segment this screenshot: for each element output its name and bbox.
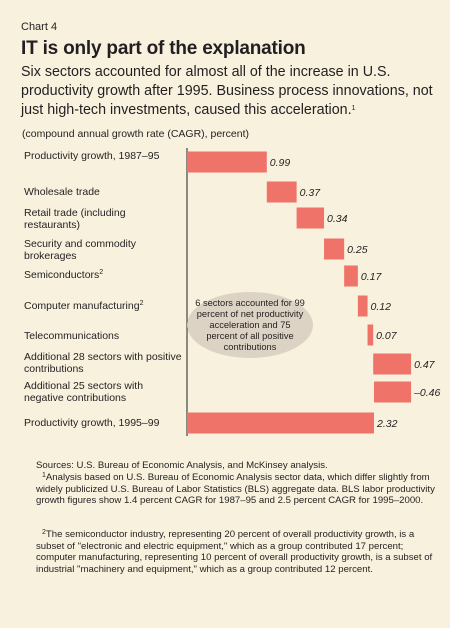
bar-7	[373, 353, 412, 375]
category-label-text-5: Computer manufacturing	[24, 300, 140, 312]
footnote-1: 1Analysis based on U.S. Bureau of Econom…	[36, 472, 436, 507]
value-label-7: 0.47	[414, 359, 436, 371]
value-label-5: 0.12	[371, 301, 392, 313]
category-label-0: Productivity growth, 1987–95	[24, 150, 184, 162]
value-label-1: 0.37	[300, 187, 322, 199]
annotation-bubble: 6 sectors accounted for 99 percent of ne…	[187, 292, 313, 358]
value-label-8: –0.46	[413, 387, 440, 399]
subtitle-footnote-marker: 1	[351, 105, 356, 112]
category-label-text-6: Telecommunications	[24, 330, 120, 342]
value-label-2: 0.34	[327, 213, 348, 225]
chart-number: Chart 4	[21, 21, 58, 33]
category-label-text-4: Semiconductors	[24, 269, 100, 281]
category-label-3: Security and commodity brokerages	[24, 238, 184, 262]
category-footnote-marker-4: 2	[99, 269, 104, 276]
bar-4	[344, 265, 358, 287]
category-label-text-8: Additional 25 sectors with negative cont…	[24, 380, 144, 404]
footnote-1-marker: 1	[42, 472, 46, 479]
category-label-text-9: Productivity growth, 1995–99	[24, 417, 160, 429]
value-label-4: 0.17	[361, 271, 383, 283]
category-label-7: Additional 28 sectors with positive cont…	[24, 351, 184, 375]
unit-label: (compound annual growth rate (CAGR), per…	[22, 128, 250, 140]
sources-note: Sources: U.S. Bureau of Economic Analysi…	[36, 460, 328, 471]
annotation-text: 6 sectors accounted for 99 percent of ne…	[195, 297, 305, 352]
subtitle-text: Six sectors accounted for almost all of …	[21, 64, 433, 118]
category-label-9: Productivity growth, 1995–99	[24, 417, 184, 429]
value-label-6: 0.07	[376, 330, 398, 342]
category-label-text-7: Additional 28 sectors with positive cont…	[24, 351, 182, 375]
category-label-1: Wholesale trade	[24, 186, 184, 198]
category-footnote-marker-5: 2	[139, 300, 144, 307]
bar-0	[187, 151, 267, 173]
bar-1	[266, 181, 297, 203]
chart-title: IT is only part of the explanation	[21, 38, 306, 59]
footnote-2-text: The semiconductor industry, representing…	[36, 529, 433, 575]
footnote-2: 2The semiconductor industry, representin…	[36, 529, 436, 575]
category-label-6: Telecommunications	[24, 330, 184, 342]
category-label-text-0: Productivity growth, 1987–95	[24, 150, 160, 162]
category-label-5: Computer manufacturing2	[24, 300, 184, 312]
footnote-2-marker: 2	[42, 529, 46, 536]
bar-2	[296, 207, 325, 229]
category-label-8: Additional 25 sectors with negative cont…	[24, 380, 184, 404]
category-label-4: Semiconductors2	[24, 269, 184, 281]
bar-8	[373, 381, 412, 403]
bar-9	[187, 412, 374, 434]
bar-5	[357, 295, 368, 317]
value-label-0: 0.99	[270, 157, 291, 169]
footnote-1-text: Analysis based on U.S. Bureau of Economi…	[36, 472, 435, 506]
chart-subtitle: Six sectors accounted for almost all of …	[21, 63, 441, 120]
bar-6	[367, 324, 374, 346]
bar-3	[324, 238, 345, 260]
category-label-text-2: Retail trade (including restaurants)	[24, 207, 126, 231]
category-label-text-3: Security and commodity brokerages	[24, 238, 137, 262]
category-label-text-1: Wholesale trade	[24, 186, 100, 198]
category-label-2: Retail trade (including restaurants)	[24, 207, 184, 231]
value-label-3: 0.25	[347, 244, 368, 256]
value-label-9: 2.32	[376, 418, 398, 430]
